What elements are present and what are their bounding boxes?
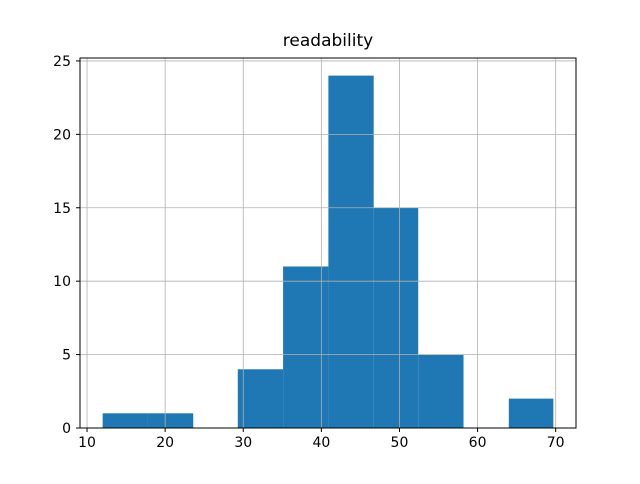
x-tick-label: 20 bbox=[156, 435, 174, 451]
x-tick-label: 60 bbox=[469, 435, 487, 451]
y-tick-label: 0 bbox=[62, 421, 71, 437]
x-tick-label: 10 bbox=[78, 435, 96, 451]
y-tick-label: 5 bbox=[62, 348, 71, 364]
histogram-bar bbox=[102, 413, 148, 428]
histogram-bar bbox=[373, 207, 419, 428]
x-tick-label: 40 bbox=[312, 435, 330, 451]
y-tick-label: 15 bbox=[53, 201, 71, 217]
y-tick-label: 25 bbox=[53, 54, 71, 70]
x-tick-label: 50 bbox=[391, 435, 409, 451]
y-tick-label: 20 bbox=[53, 127, 71, 143]
y-tick-label: 10 bbox=[53, 274, 71, 290]
histogram-bar bbox=[328, 75, 374, 429]
x-tick-label: 30 bbox=[234, 435, 252, 451]
histogram-bar bbox=[147, 413, 194, 428]
bars-group bbox=[102, 75, 554, 429]
histogram-bar bbox=[418, 354, 464, 428]
tick-labels-group: 10 20 30 40 50 60 70 0 5 10 15 20 25 bbox=[53, 54, 564, 451]
histogram-bar bbox=[237, 369, 284, 428]
axes-frame bbox=[79, 57, 577, 429]
x-tick-label: 70 bbox=[547, 435, 565, 451]
tick-marks-group bbox=[76, 60, 557, 432]
histogram-bar bbox=[283, 266, 329, 428]
histogram-bar bbox=[508, 398, 554, 428]
chart-title: readability bbox=[283, 31, 373, 51]
